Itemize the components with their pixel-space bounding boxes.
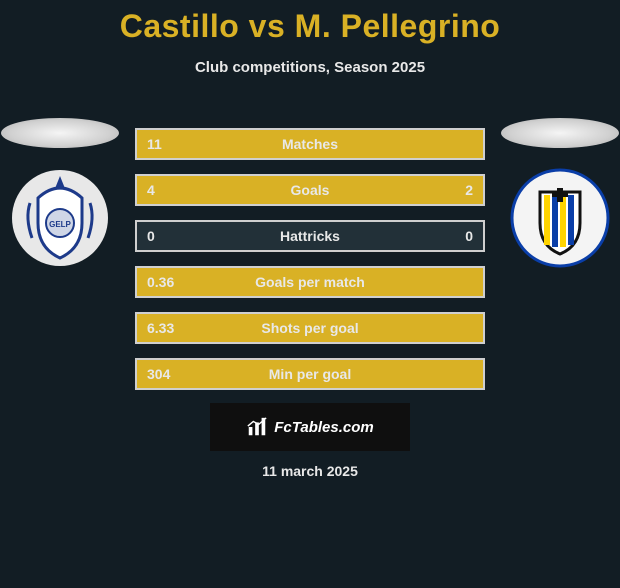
stat-value-left: 0 [147,228,155,244]
subtitle: Club competitions, Season 2025 [0,59,620,76]
stat-value-left: 304 [147,366,170,382]
stat-row: 11 Matches [135,128,485,160]
player-right-column [500,118,620,268]
stat-row: 6.33 Shots per goal [135,312,485,344]
stat-value-left: 11 [147,136,162,152]
club-left-badge: GELP [10,168,110,268]
stat-label: Hattricks [280,228,340,244]
stats-list: 11 Matches 4 2 Goals 0 0 Hattricks 0.36 Goals per… [135,128,485,404]
player-right-placeholder [501,118,619,148]
player-left-placeholder [1,118,119,148]
stat-row: 4 2 Goals [135,174,485,206]
stat-value-right: 2 [465,182,473,198]
stat-value-left: 4 [147,182,155,198]
club-right-badge-icon [510,168,610,268]
stat-label: Shots per goal [261,320,358,336]
stat-row: 0.36 Goals per match [135,266,485,298]
stat-label: Goals [291,182,330,198]
stat-row: 0 0 Hattricks [135,220,485,252]
club-left-badge-icon: GELP [10,168,110,268]
stat-label: Min per goal [269,366,351,382]
player-left-column: GELP [0,118,120,268]
stat-fill-left [137,176,365,204]
chart-icon [246,416,268,438]
page-title: Castillo vs M. Pellegrino [0,8,620,45]
stat-label: Goals per match [255,274,365,290]
club-right-badge [510,168,610,268]
stat-value-left: 6.33 [147,320,174,336]
stat-label: Matches [282,136,338,152]
stat-value-right: 0 [465,228,473,244]
brand-text: FcTables.com [274,419,373,436]
stat-row: 304 Min per goal [135,358,485,390]
stat-value-left: 0.36 [147,274,174,290]
svg-text:GELP: GELP [49,220,71,229]
brand-badge: FcTables.com [210,403,410,451]
generated-date: 11 march 2025 [0,463,620,479]
